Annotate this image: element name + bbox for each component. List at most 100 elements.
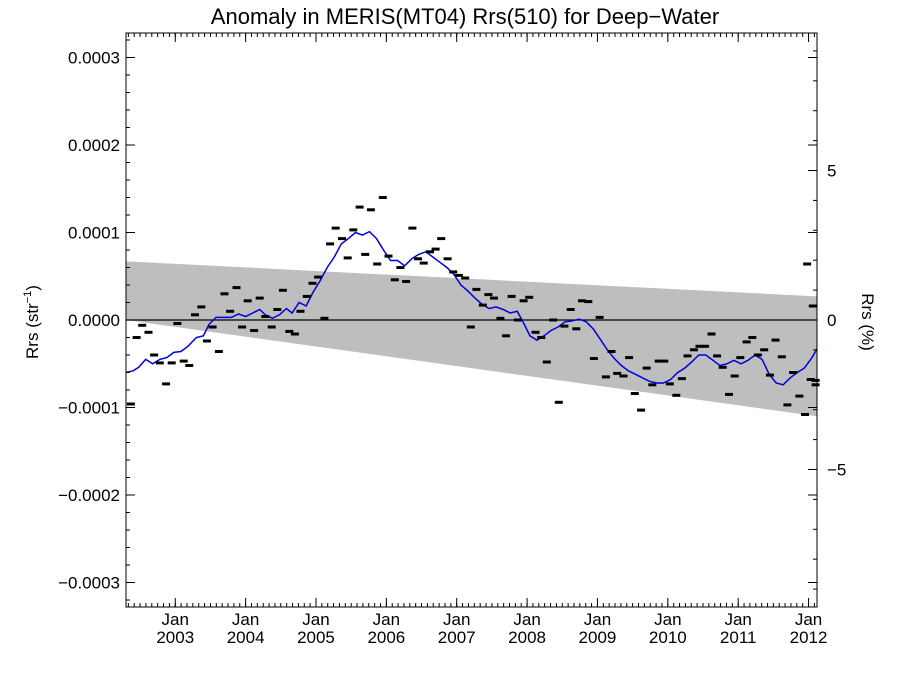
- data-point: [806, 378, 815, 381]
- data-point: [302, 294, 311, 298]
- data-point: [748, 336, 757, 339]
- data-point: [783, 403, 792, 407]
- data-point: [630, 392, 639, 395]
- x-tick-year-label: 2010: [649, 628, 687, 647]
- data-point: [619, 374, 628, 378]
- data-point: [173, 322, 182, 325]
- data-point: [396, 266, 405, 269]
- y2-tick-label: −5: [827, 460, 846, 479]
- data-point: [789, 371, 798, 374]
- y-axis-label: Rrs (str−1): [22, 285, 42, 359]
- data-point: [725, 392, 733, 396]
- data-point: [771, 338, 780, 342]
- data-point: [361, 252, 370, 256]
- data-point: [437, 237, 446, 241]
- y-tick-label: 0.0001: [68, 224, 120, 243]
- y-tick-label: −0.0001: [58, 399, 120, 418]
- data-point: [625, 356, 634, 360]
- data-point: [179, 359, 188, 363]
- data-point: [760, 348, 769, 352]
- data-point: [338, 237, 346, 241]
- data-point: [238, 325, 247, 329]
- x-tick-year-label: 2003: [156, 628, 194, 647]
- data-point: [490, 296, 498, 300]
- data-point: [290, 332, 299, 336]
- data-point: [811, 378, 820, 382]
- data-point: [443, 257, 452, 261]
- data-point: [648, 383, 657, 387]
- data-point: [507, 294, 516, 298]
- uncertainty-band: [126, 261, 817, 417]
- data-point: [132, 336, 141, 339]
- data-point: [707, 332, 716, 336]
- data-point: [484, 293, 493, 297]
- x-tick-month-label: Jan: [584, 610, 611, 629]
- data-point: [414, 257, 422, 261]
- data-point: [454, 273, 463, 277]
- data-point: [560, 324, 569, 328]
- x-tick-month-label: Jan: [513, 610, 540, 629]
- smoothed-line: [125, 230, 818, 386]
- data-point: [736, 356, 745, 360]
- y-tick-label: 0.0000: [68, 311, 120, 330]
- x-tick-month-label: Jan: [443, 610, 470, 629]
- y-tick-label: −0.0003: [58, 574, 120, 593]
- data-point: [537, 336, 546, 339]
- data-point: [595, 315, 604, 319]
- x-tick-month-label: Jan: [795, 610, 822, 629]
- data-point: [742, 340, 751, 344]
- data-point: [426, 250, 434, 254]
- data-point: [665, 382, 674, 386]
- data-point: [753, 353, 762, 357]
- data-point: [566, 308, 575, 311]
- data-point: [285, 329, 294, 333]
- data-point: [701, 344, 710, 348]
- data-point: [554, 400, 563, 404]
- data-point: [267, 325, 276, 329]
- y-axis-ticks: 0.0003 0.0002 0.0001 0.0000 −0.0001 −0.0002 −0…: [58, 39, 817, 601]
- data-point: [683, 354, 692, 358]
- data-point: [373, 262, 382, 266]
- y2-tick-label: 0: [827, 311, 836, 330]
- data-point: [378, 196, 387, 199]
- data-point: [584, 300, 593, 304]
- data-point: [777, 355, 786, 359]
- x-tick-month-label: Jan: [302, 610, 329, 629]
- x-tick-month-label: Jan: [654, 610, 681, 629]
- x-tick-year-label: 2004: [227, 628, 265, 647]
- y2-tick-label: 5: [827, 162, 836, 181]
- data-point: [208, 325, 217, 329]
- data-point: [126, 402, 135, 406]
- data-point: [384, 254, 393, 258]
- data-point: [243, 299, 252, 303]
- data-point: [713, 354, 722, 358]
- data-point: [366, 208, 375, 212]
- data-point: [689, 348, 698, 352]
- data-point: [642, 366, 651, 370]
- data-point: [808, 304, 817, 308]
- y2-axis-ticks: 5 0 −5: [808, 50, 846, 590]
- data-point: [461, 276, 470, 280]
- data-point: [308, 281, 317, 285]
- data-point: [654, 359, 663, 363]
- data-point: [155, 361, 164, 365]
- data-point: [601, 375, 610, 379]
- uncertainty-band-layer: [126, 261, 817, 417]
- data-point: [355, 205, 364, 209]
- data-point: [191, 313, 199, 317]
- data-point: [589, 357, 598, 360]
- x-tick-year-label: 2008: [508, 628, 546, 647]
- data-point: [232, 286, 241, 290]
- x-tick-year-label: 2012: [790, 628, 828, 647]
- data-point: [226, 309, 235, 313]
- data-point: [803, 262, 812, 266]
- data-point: [343, 256, 352, 260]
- data-point: [185, 364, 194, 367]
- data-point: [801, 413, 809, 416]
- data-point: [765, 373, 774, 377]
- y-tick-label: 0.0002: [68, 136, 120, 155]
- x-tick-year-label: 2011: [720, 628, 757, 647]
- data-point: [261, 315, 270, 318]
